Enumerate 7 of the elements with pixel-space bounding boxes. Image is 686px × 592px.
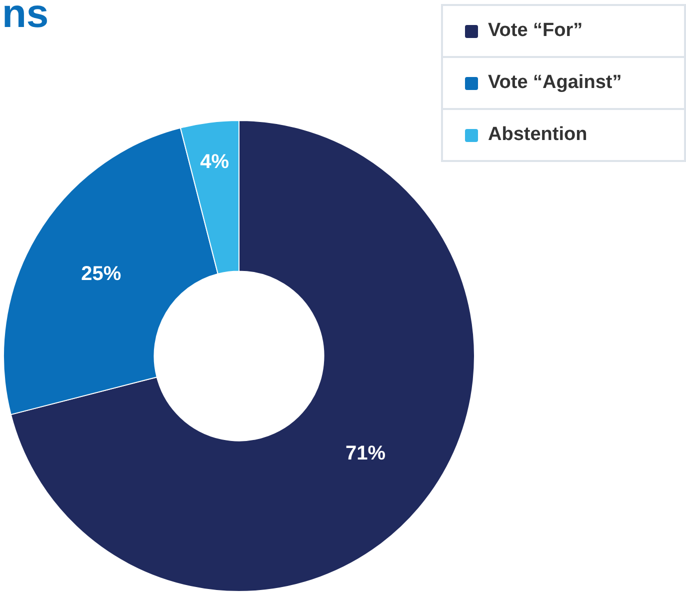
legend-label: Vote “Against” — [488, 72, 622, 94]
data-label: 4% — [200, 150, 230, 173]
data-label: 71% — [346, 442, 386, 465]
chart-title: ns — [2, 0, 49, 37]
legend-label: Abstention — [488, 124, 588, 146]
data-label: 25% — [81, 263, 122, 285]
legend-label: Vote “For” — [488, 20, 583, 42]
